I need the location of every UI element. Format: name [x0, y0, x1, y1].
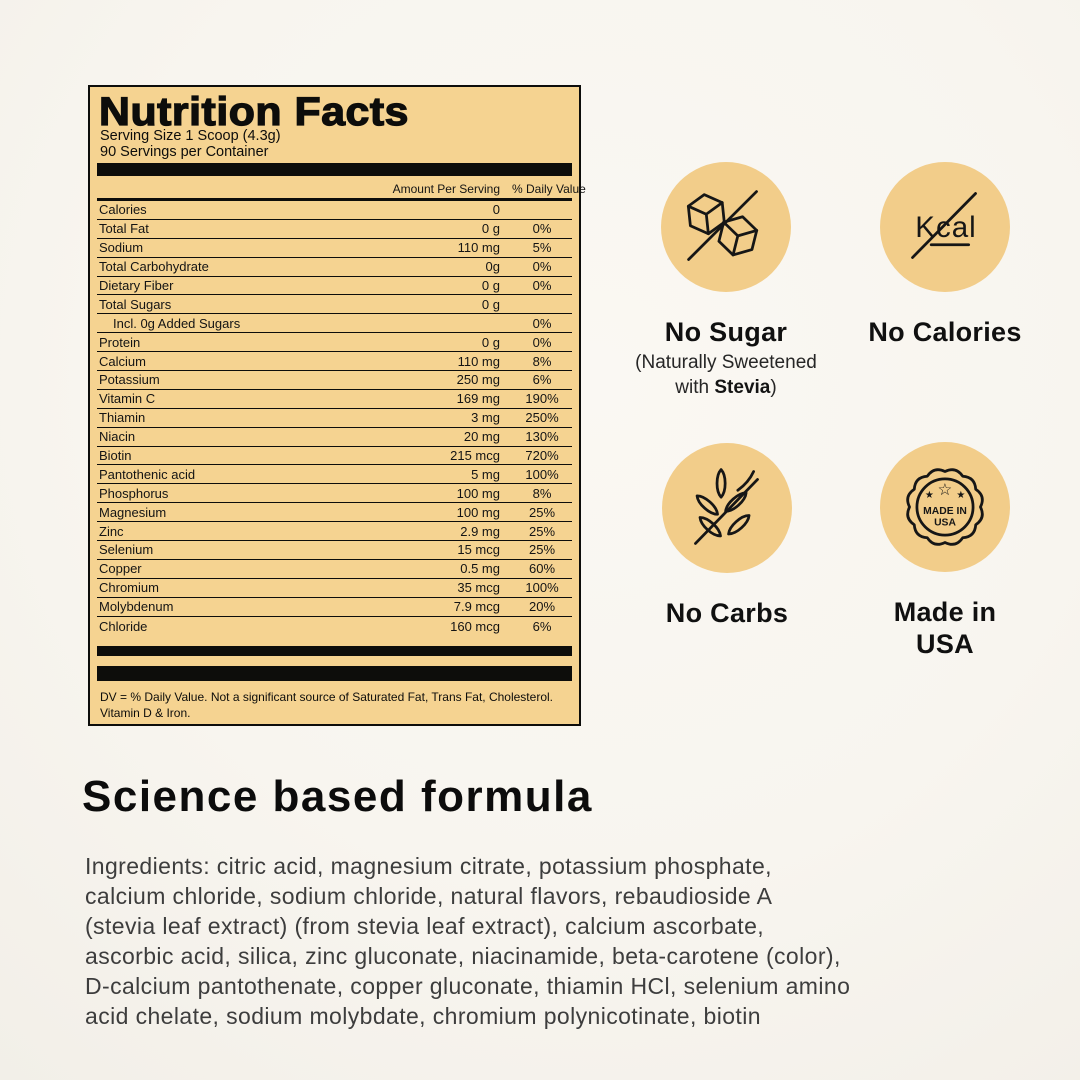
kcal-crossed-icon: Kcal	[911, 192, 977, 259]
seal-text-line-2: USA	[934, 518, 956, 529]
nutrition-row: Molybdenum 7.9 mcg 20%	[97, 598, 572, 617]
wheat-crossed-icon	[694, 468, 759, 545]
no-calories-circle: Kcal	[880, 162, 1010, 292]
badge-made-in-usa: ☆ ★ ★ MADE IN USA Made in USA	[815, 442, 1075, 660]
nutrition-facts-label: Nutrition Facts Serving Size 1 Scoop (4.…	[88, 85, 586, 726]
ingredients-line: acid chelate, sodium molybdate, chromium…	[85, 1003, 761, 1029]
footnote-line-2: Vitamin D & Iron.	[100, 705, 191, 720]
made-in-usa-title: Made in USA	[815, 596, 1075, 660]
label-footnote: DV = % Daily Value. Not a significant so…	[100, 690, 572, 721]
kcal-icon-text: Kcal	[915, 211, 976, 244]
nutrition-row: Calcium 110 mg 8%	[97, 352, 572, 372]
badge-no-sugar: No Sugar (Naturally Sweetened with Stevi…	[596, 162, 856, 400]
nutrition-row: Magnesium 100 mg 25%	[97, 503, 572, 523]
seal-text-line-1: MADE IN	[923, 506, 967, 517]
nutrition-row: Calories 0	[97, 201, 572, 220]
nutrition-row: Vitamin C 169 mg 190%	[97, 390, 572, 409]
nutrition-row: Protein 0 g 0%	[97, 333, 572, 353]
no-carbs-title: No Carbs	[665, 598, 789, 628]
section-heading: Science based formula	[82, 772, 593, 821]
nutrition-row: Total Carbohydrate 0g 0%	[97, 258, 572, 277]
nutrition-row: Biotin 215 mcg 720%	[97, 447, 572, 466]
no-calories-title: No Calories	[868, 317, 1022, 347]
nutrition-row: Total Sugars 0 g	[97, 295, 572, 315]
no-sugar-circle	[661, 162, 791, 292]
seal-star-center-icon: ☆	[937, 480, 952, 499]
ingredients-line: calcium chloride, sodium chloride, natur…	[85, 883, 773, 909]
nutrition-row: Incl. 0g Added Sugars 0%	[97, 314, 572, 334]
stevia-note: (Naturally Sweetened with Stevia)	[596, 350, 856, 400]
ingredients-line: ascorbic acid, silica, zinc gluconate, n…	[85, 943, 841, 969]
seal-star-left-icon: ★	[925, 490, 934, 501]
made-in-usa-circle: ☆ ★ ★ MADE IN USA	[880, 442, 1010, 572]
ingredients-line: Ingredients: citric acid, magnesium citr…	[85, 853, 772, 879]
made-in-usa-title-line-1: Made in	[893, 597, 997, 627]
serving-size: Serving Size 1 Scoop (4.3g)	[100, 128, 281, 144]
ingredients-line: (stevia leaf extract) (from stevia leaf …	[85, 913, 765, 939]
nutrition-row: Thiamin 3 mg 250%	[97, 409, 572, 428]
nutrition-row: Copper 0.5 mg 60%	[97, 560, 572, 579]
nutrition-row: Phosphorus 100 mg 8%	[97, 484, 572, 504]
separator-bar-bottom	[97, 666, 572, 682]
nutrition-row: Zinc 2.9 mg 25%	[97, 522, 572, 542]
nutrition-row: Potassium 250 mg 6%	[97, 371, 572, 390]
stevia-note-line-2: with Stevia)	[675, 377, 777, 398]
stevia-note-line-1: (Naturally Sweetened	[635, 352, 817, 373]
badge-no-calories: Kcal No Calories	[815, 162, 1075, 348]
ingredients-text: Ingredients: citric acid, magnesium citr…	[85, 851, 850, 1031]
nutrition-rows: Calories 0 Total Fat 0 g 0% Sodium 110 mg 5% Tot…	[97, 201, 572, 635]
no-sugar-title: No Sugar	[664, 317, 788, 347]
ingredients-line: D-calcium pantothenate, copper gluconate…	[85, 973, 851, 999]
sugar-cubes-crossed-icon	[686, 190, 759, 261]
servings-per-container: 90 Servings per Container	[100, 143, 269, 160]
nutrition-row: Chloride 160 mcg 6%	[99, 618, 552, 634]
nutrition-row: Pantothenic acid 5 mg 100%	[97, 465, 572, 485]
separator-bar-top	[97, 163, 572, 176]
nutrition-row: Sodium 110 mg 5%	[97, 239, 572, 258]
nutrition-row: Dietary Fiber 0 g 0%	[97, 277, 572, 296]
no-carbs-circle	[662, 443, 792, 573]
seal-star-right-icon: ★	[956, 490, 965, 501]
nutrition-row: Niacin 20 mg 130%	[97, 428, 572, 447]
made-in-usa-title-line-2: USA	[916, 629, 974, 659]
nutrition-facts-title: Nutrition Facts	[98, 90, 410, 134]
made-in-usa-seal-icon: ☆ ★ ★ MADE IN USA	[906, 468, 984, 546]
separator-bar-mid	[97, 646, 572, 657]
column-header-amount: Amount Per Serving	[392, 182, 500, 196]
badge-no-carbs: No Carbs	[597, 443, 857, 629]
column-header-daily-value: % Daily Value	[512, 182, 586, 196]
nutrition-row: Selenium 15 mcg 25%	[97, 541, 572, 560]
nutrition-row: Chromium 35 mcg 100%	[97, 579, 572, 598]
column-headers: Amount Per Serving % Daily Value	[97, 182, 586, 201]
nutrition-row: Total Fat 0 g 0%	[97, 220, 572, 239]
footnote-line-1: DV = % Daily Value. Not a significant so…	[100, 690, 553, 705]
